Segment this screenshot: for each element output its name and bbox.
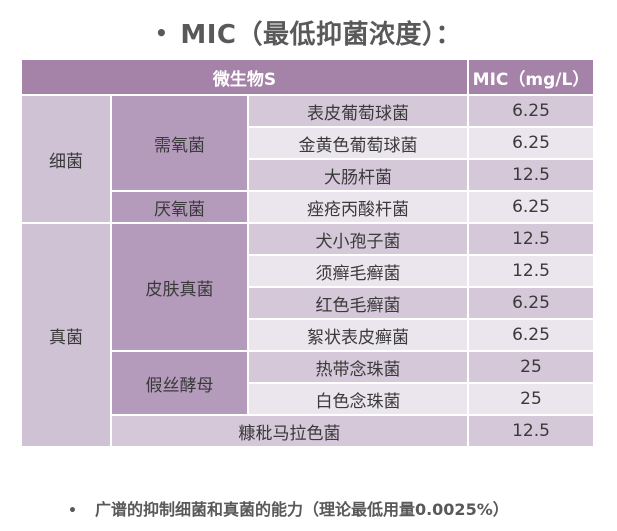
table-row: 白色念珠菌 25 xyxy=(21,382,595,416)
group-cell: 皮肤真菌 xyxy=(110,222,249,352)
mic-cell: 6.25 xyxy=(467,190,595,224)
table-row: 糠秕马拉色菌 12.5 xyxy=(21,414,595,448)
organism-cell: 犬小孢子菌 xyxy=(247,222,469,256)
organism-cell: 大肠杆菌 xyxy=(247,158,469,192)
organism-cell: 须癣毛癣菌 xyxy=(247,254,469,288)
table-row: 细菌 需氧菌 表皮葡萄球菌 6.25 xyxy=(20,94,595,224)
mic-cell: 25 xyxy=(467,382,595,416)
title-text: MIC（最低抑菌浓度）： xyxy=(180,20,462,50)
table-row: 絮状表皮癣菌 6.25 xyxy=(21,318,595,352)
mic-cell: 6.25 xyxy=(467,126,595,160)
mic-cell: 12.5 xyxy=(467,222,595,256)
organism-cell: 痤疮丙酸杆菌 xyxy=(247,190,469,224)
organism-cell: 白色念珠菌 xyxy=(247,382,469,416)
table-row: 金黄色葡萄球菌 6.25 xyxy=(21,126,595,160)
organism-cell: 絮状表皮癣菌 xyxy=(247,318,469,352)
category-cell: 细菌 xyxy=(20,94,112,224)
table-row: 真菌 皮肤真菌 犬小孢子菌 12.5 xyxy=(20,222,595,448)
table-row: 厌氧菌 痤疮丙酸杆菌 6.25 xyxy=(21,190,595,224)
table-header-row: 微生物S MIC（mg/L） xyxy=(20,58,595,96)
mic-cell: 12.5 xyxy=(467,254,595,288)
table-row: 假丝酵母 热带念珠菌 25 xyxy=(21,350,595,416)
page-title: • MIC（最低抑菌浓度）： xyxy=(0,14,617,51)
footer-text: 广谱的抑制细菌和真菌的能力（理论最低用量0.0025%） xyxy=(94,500,509,519)
mic-cell: 12.5 xyxy=(467,414,595,448)
table-row: 须癣毛癣菌 12.5 xyxy=(21,254,595,288)
category-cell: 真菌 xyxy=(20,222,112,448)
mic-cell: 6.25 xyxy=(467,286,595,320)
organism-cell: 热带念珠菌 xyxy=(247,350,469,384)
bullet-icon: • xyxy=(155,21,169,45)
mic-header: MIC（mg/L） xyxy=(467,58,595,96)
footer-note: • 广谱的抑制细菌和真菌的能力（理论最低用量0.0025%） xyxy=(68,496,509,520)
group-cell: 需氧菌 xyxy=(110,94,249,192)
mic-cell: 12.5 xyxy=(467,158,595,192)
group-cell: 假丝酵母 xyxy=(110,350,249,416)
organism-cell: 糠秕马拉色菌 xyxy=(110,414,469,448)
mic-cell: 6.25 xyxy=(467,318,595,352)
organism-cell: 红色毛癣菌 xyxy=(247,286,469,320)
mic-cell: 6.25 xyxy=(467,94,595,128)
mic-table: 微生物S MIC（mg/L） 细菌 需氧菌 表皮葡萄球菌 6.25 金黄色葡萄球… xyxy=(20,58,595,448)
organism-header: 微生物S xyxy=(20,58,469,96)
group-cell: 厌氧菌 xyxy=(110,190,249,224)
table-row: 大肠杆菌 12.5 xyxy=(21,158,595,192)
organism-cell: 表皮葡萄球菌 xyxy=(247,94,469,128)
bullet-icon: • xyxy=(68,503,77,519)
table-row: 红色毛癣菌 6.25 xyxy=(21,286,595,320)
organism-cell: 金黄色葡萄球菌 xyxy=(247,126,469,160)
mic-cell: 25 xyxy=(467,350,595,384)
